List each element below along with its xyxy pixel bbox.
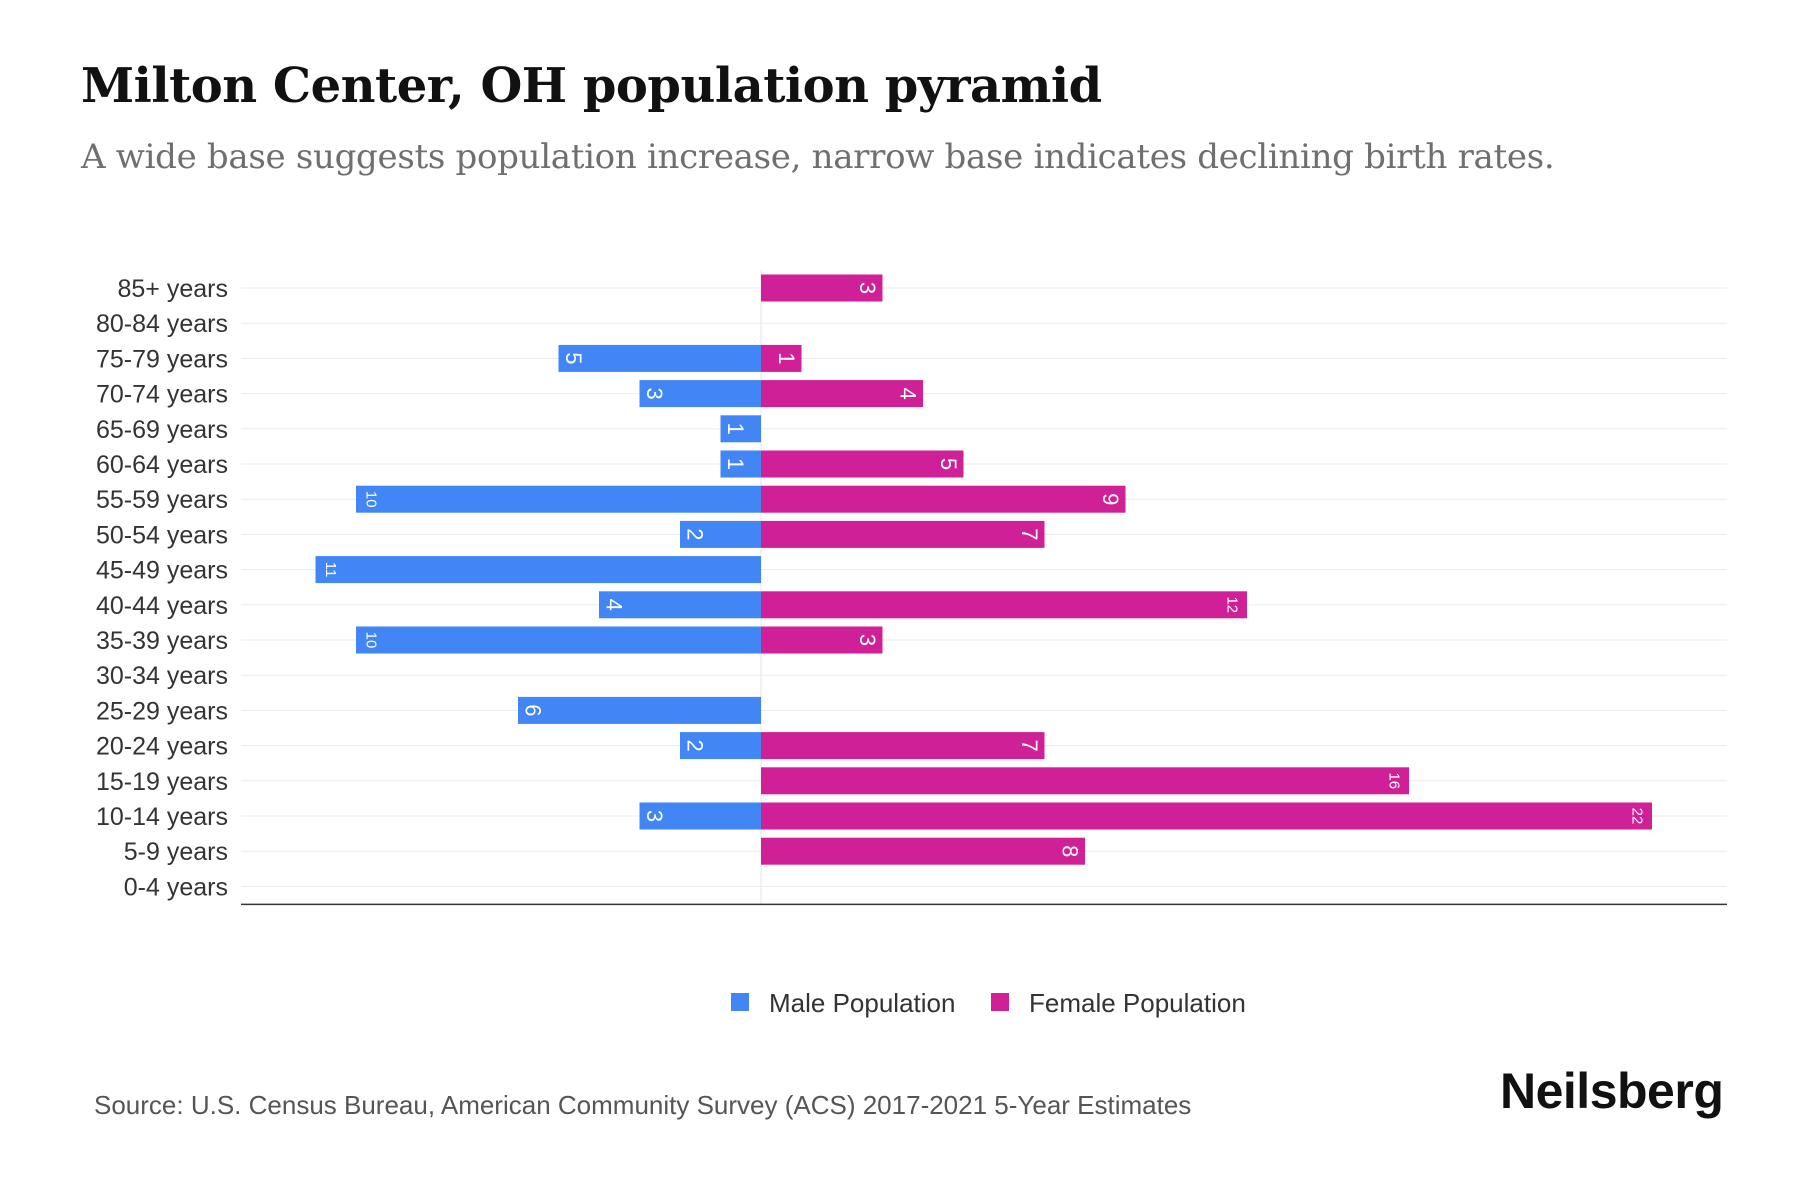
- source-note: Source: U.S. Census Bureau, American Com…: [94, 1090, 1192, 1120]
- y-tick-label: 40-44 years: [96, 592, 228, 620]
- y-tick-label: 75-79 years: [96, 345, 228, 373]
- y-tick-label: 45-49 years: [96, 557, 228, 585]
- legend-female-label: Female Population: [1029, 988, 1246, 1018]
- female-bar: [761, 626, 883, 654]
- male-value-label: 3: [642, 387, 667, 399]
- female-value-label: 4: [896, 387, 921, 399]
- female-bar: [761, 450, 964, 478]
- female-value-label: 8: [1058, 845, 1083, 857]
- male-bar: [639, 802, 761, 830]
- male-value-label: 10: [363, 632, 380, 649]
- male-bar: [356, 626, 761, 654]
- male-bar: [356, 485, 761, 513]
- female-value-label: 1: [774, 352, 799, 364]
- female-bar: [761, 274, 883, 302]
- female-bar: [761, 344, 802, 372]
- male-value-label: 10: [363, 491, 380, 508]
- female-bar: [761, 837, 1085, 865]
- female-value-label: 12: [1224, 596, 1241, 613]
- y-tick-label: 70-74 years: [96, 381, 228, 409]
- female-value-label: 3: [855, 282, 880, 294]
- female-bar: [761, 732, 1045, 760]
- male-value-label: 1: [723, 423, 748, 435]
- female-bar: [761, 802, 1652, 830]
- male-value-label: 2: [683, 528, 708, 540]
- female-value-label: 16: [1386, 772, 1403, 789]
- y-tick-label: 30-34 years: [96, 662, 228, 690]
- female-value-label: 22: [1629, 808, 1646, 825]
- female-value-label: 7: [1017, 528, 1042, 540]
- female-bar: [761, 380, 923, 408]
- male-bar: [720, 450, 761, 478]
- y-tick-label: 80-84 years: [96, 310, 228, 338]
- chart-subtitle: A wide base suggests population increase…: [81, 137, 1555, 177]
- y-tick-label: 5-9 years: [124, 838, 228, 866]
- male-value-label: 11: [322, 562, 339, 578]
- y-tick-label: 15-19 years: [96, 768, 228, 796]
- y-tick-label: 35-39 years: [96, 627, 228, 655]
- y-tick-label: 25-29 years: [96, 697, 228, 725]
- legend-male-label: Male Population: [769, 988, 955, 1018]
- y-tick-label: 0-4 years: [124, 873, 228, 901]
- male-bar: [558, 344, 761, 372]
- female-bar: [761, 485, 1126, 513]
- male-bar: [680, 520, 761, 548]
- brand-logo: Neilsberg: [1500, 1063, 1724, 1119]
- female-bar: [761, 591, 1247, 619]
- y-tick-label: 60-64 years: [96, 451, 228, 479]
- y-tick-label: 65-69 years: [96, 416, 228, 444]
- y-tick-label: 20-24 years: [96, 733, 228, 761]
- y-tick-label: 50-54 years: [96, 521, 228, 549]
- y-tick-label: 10-14 years: [96, 803, 228, 831]
- male-bar: [639, 380, 761, 408]
- female-value-label: 5: [936, 458, 961, 470]
- male-value-label: 2: [683, 739, 708, 751]
- y-tick-label: 55-59 years: [96, 486, 228, 514]
- male-value-label: 5: [561, 352, 586, 364]
- male-bar: [720, 415, 761, 443]
- female-bar: [761, 520, 1045, 548]
- female-value-label: 3: [855, 634, 880, 646]
- female-value-label: 7: [1017, 739, 1042, 751]
- y-tick-label: 85+ years: [118, 275, 229, 303]
- female-value-label: 9: [1098, 493, 1123, 505]
- chart-title: Milton Center, OH population pyramid: [81, 58, 1102, 114]
- male-value-label: 6: [521, 704, 546, 716]
- legend-female-swatch: [991, 993, 1009, 1011]
- male-value-label: 3: [642, 810, 667, 822]
- female-bar: [761, 767, 1409, 795]
- male-bar: [599, 591, 761, 619]
- legend-male-swatch: [731, 993, 749, 1011]
- male-bar: [680, 732, 761, 760]
- male-bar: [315, 556, 761, 584]
- male-bar: [518, 696, 761, 724]
- male-value-label: 4: [602, 599, 627, 611]
- male-value-label: 1: [723, 458, 748, 470]
